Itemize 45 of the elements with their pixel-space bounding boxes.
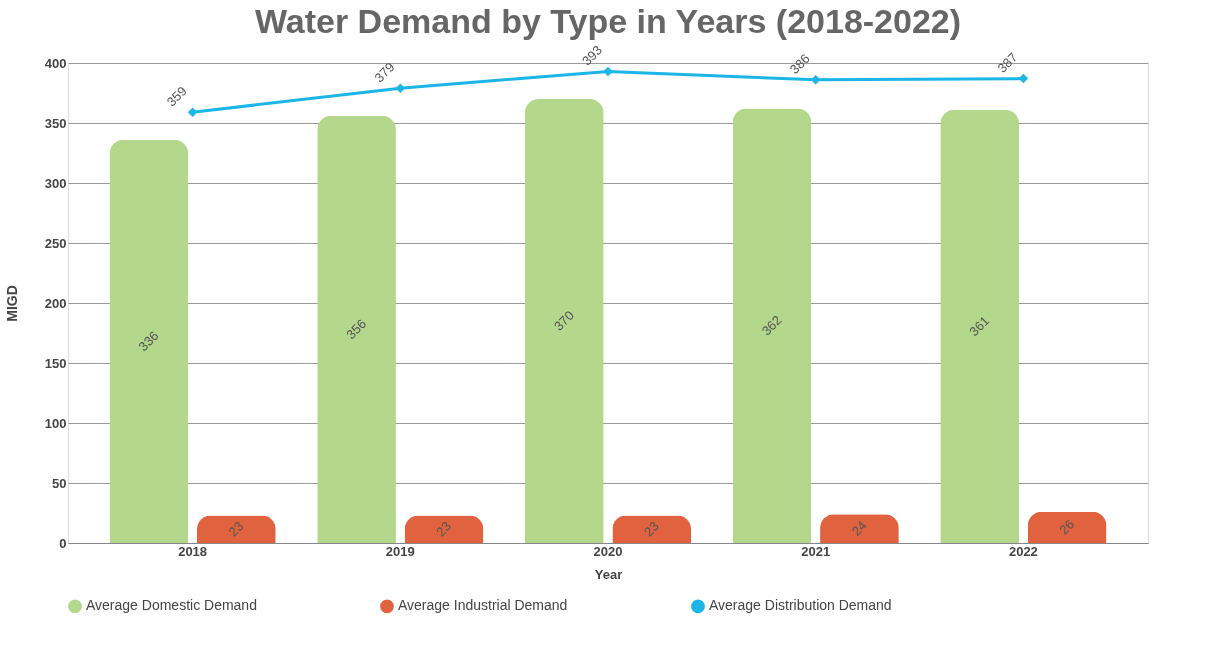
- y-tick-label: 150: [44, 355, 67, 371]
- y-tick-label: 300: [44, 175, 67, 191]
- data-label: 362: [758, 312, 785, 339]
- y-tick-label: 50: [52, 475, 67, 491]
- data-label: 359: [163, 83, 190, 110]
- data-label: 336: [135, 328, 162, 355]
- chart-title: Water Demand by Type in Years (2018-2022): [254, 1, 962, 40]
- x-tick-label: 2022: [1008, 543, 1038, 559]
- y-tick-label: 200: [44, 295, 67, 311]
- point: [603, 66, 613, 77]
- x-axis-title: Year: [594, 566, 623, 582]
- y-tick-label: 100: [44, 415, 67, 431]
- bar: [109, 139, 189, 543]
- bar: [732, 108, 812, 543]
- bar: [1027, 511, 1107, 543]
- point: [187, 107, 198, 117]
- data-label: 379: [371, 59, 398, 86]
- bar: [940, 109, 1020, 543]
- data-label: 361: [966, 313, 993, 340]
- point: [395, 83, 406, 93]
- bar: [317, 115, 396, 543]
- data-label: 393: [579, 42, 606, 69]
- x-tick-label: 2021: [801, 543, 831, 559]
- data-label: 23: [225, 518, 247, 540]
- x-tick-label: 2020: [593, 543, 623, 559]
- legend-label: Average Distribution Demand: [709, 597, 892, 614]
- y-tick-label: 350: [44, 115, 67, 131]
- y-tick-label: 250: [44, 235, 67, 251]
- data-label: 23: [640, 518, 662, 540]
- y-axis-title: MIGD: [3, 285, 20, 322]
- y-tick-label: 400: [44, 55, 67, 71]
- data-label: 26: [1056, 516, 1078, 538]
- data-label: 387: [994, 49, 1021, 76]
- bar: [524, 99, 604, 543]
- data-label: 370: [550, 307, 577, 334]
- legend-label: Average Industrial Demand: [398, 597, 568, 614]
- legend-label: Average Domestic Demand: [86, 597, 257, 614]
- data-label: 386: [786, 50, 813, 77]
- data-label: 356: [343, 316, 370, 343]
- x-tick-label: 2018: [178, 543, 208, 559]
- data-label: 24: [848, 517, 870, 539]
- y-tick-label: 0: [59, 535, 67, 551]
- point: [1018, 73, 1029, 84]
- data-label: 23: [433, 518, 455, 540]
- x-tick-label: 2019: [385, 543, 415, 559]
